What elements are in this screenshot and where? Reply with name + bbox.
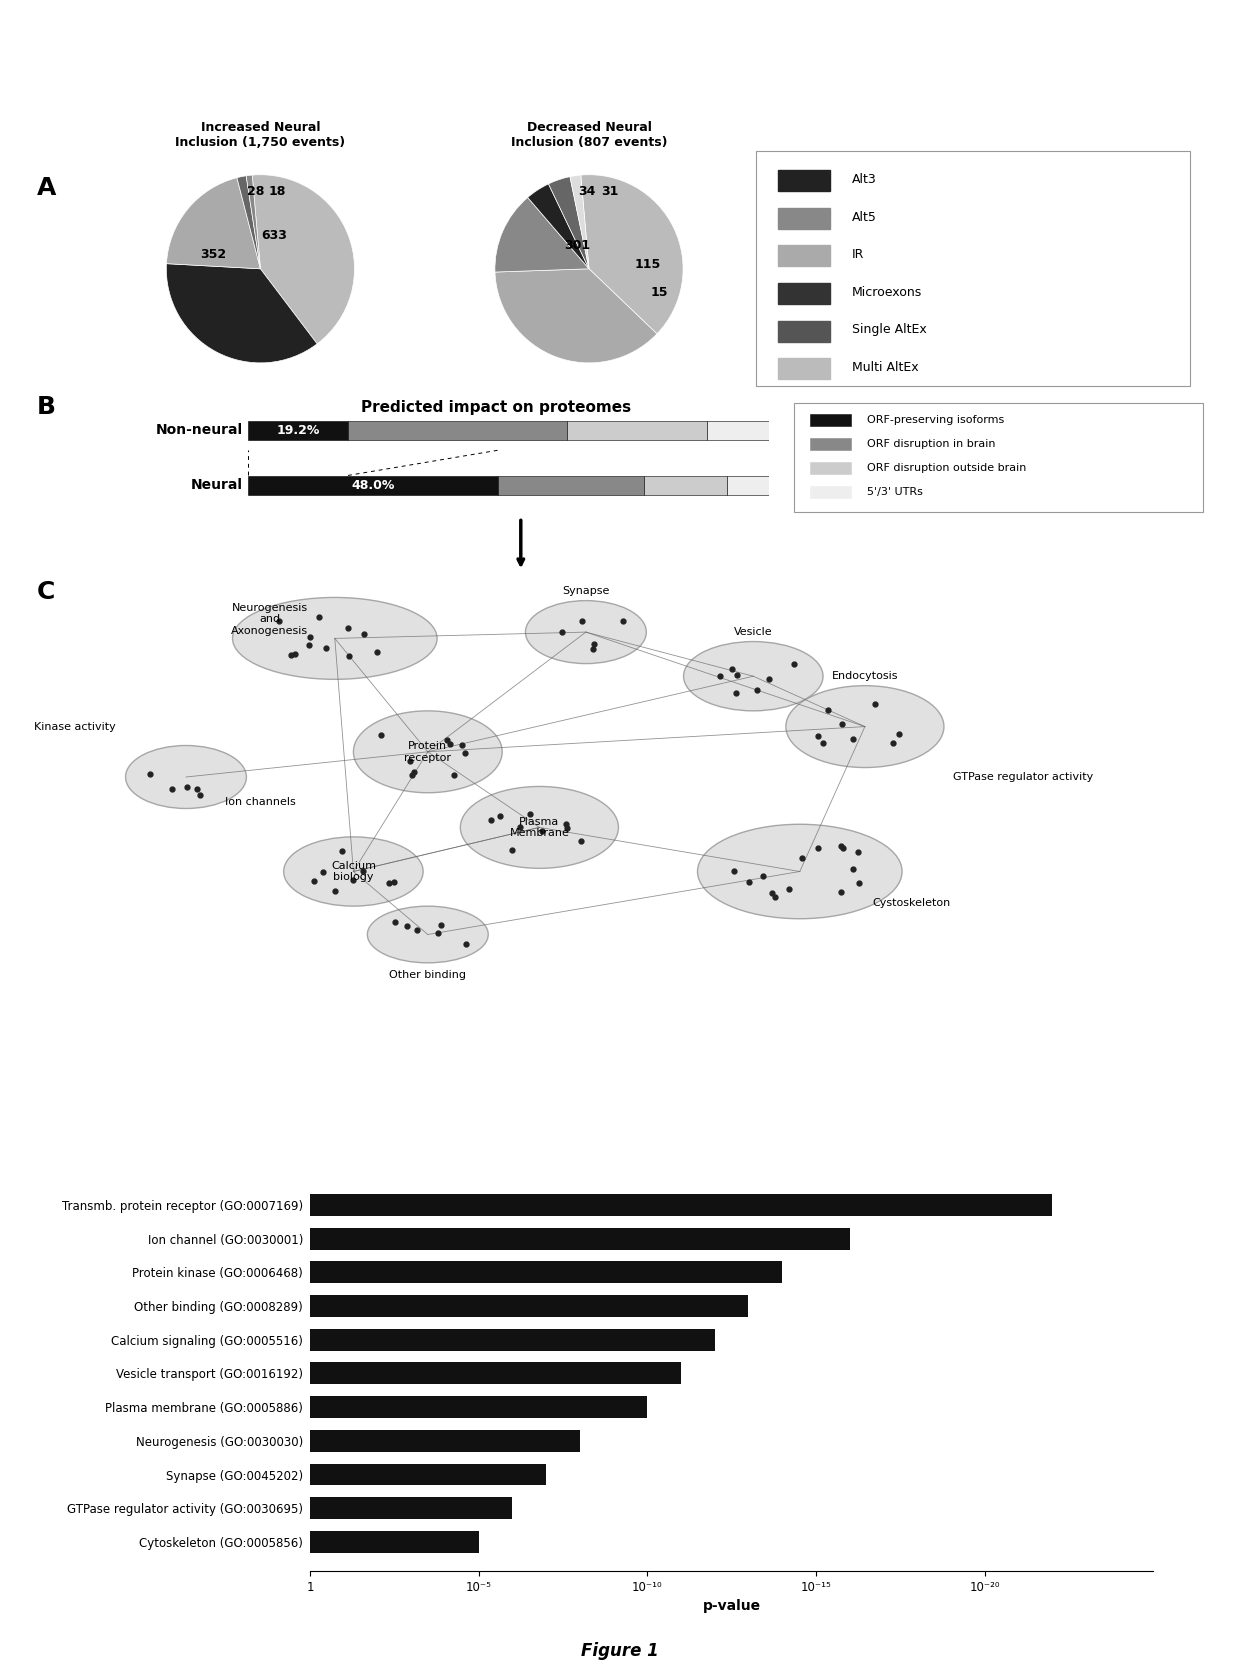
Bar — [810, 415, 851, 427]
Text: Predicted impact on proteomes: Predicted impact on proteomes — [361, 400, 631, 415]
Ellipse shape — [683, 642, 823, 711]
Text: GTPase regulator activity: GTPase regulator activity — [952, 773, 1094, 781]
Wedge shape — [570, 175, 589, 269]
Text: Calcium
biology: Calcium biology — [331, 860, 376, 882]
Bar — [310, 1430, 580, 1452]
Ellipse shape — [526, 600, 646, 664]
Text: Vesicle: Vesicle — [734, 627, 773, 637]
Title: Increased Neural
Inclusion (1,750 events): Increased Neural Inclusion (1,750 events… — [175, 121, 346, 148]
Bar — [779, 321, 831, 341]
Text: Non-neural: Non-neural — [156, 423, 243, 437]
Text: Neural: Neural — [191, 479, 243, 492]
Text: A: A — [37, 176, 57, 200]
Ellipse shape — [125, 746, 247, 808]
Text: B: B — [37, 395, 56, 418]
Text: 633: 633 — [262, 230, 288, 242]
Bar — [248, 475, 498, 494]
Text: 19.2%: 19.2% — [277, 423, 320, 437]
Bar — [310, 1194, 1052, 1216]
Bar — [498, 475, 644, 494]
Bar — [310, 1497, 512, 1519]
Text: Ion channels: Ion channels — [224, 798, 296, 806]
Text: Protein
receptor: Protein receptor — [404, 741, 451, 763]
Wedge shape — [247, 175, 260, 269]
Bar — [310, 1329, 714, 1351]
Text: IR: IR — [852, 249, 864, 260]
Bar — [310, 1295, 749, 1317]
Text: ORF-preserving isoforms: ORF-preserving isoforms — [867, 415, 1004, 425]
Wedge shape — [548, 176, 589, 269]
Text: ORF disruption outside brain: ORF disruption outside brain — [867, 462, 1027, 472]
Bar — [567, 422, 707, 440]
Text: Endocytosis: Endocytosis — [832, 672, 898, 680]
Ellipse shape — [367, 906, 489, 963]
Ellipse shape — [460, 786, 619, 869]
Bar — [310, 1228, 849, 1250]
Text: ORF disruption in brain: ORF disruption in brain — [867, 438, 996, 449]
Bar — [707, 422, 769, 440]
Wedge shape — [252, 175, 355, 344]
Wedge shape — [237, 176, 260, 269]
Bar — [310, 1530, 479, 1552]
Text: 301: 301 — [564, 239, 590, 252]
Wedge shape — [166, 264, 317, 363]
Ellipse shape — [232, 598, 436, 679]
Text: Plasma
Membrane: Plasma Membrane — [510, 816, 569, 838]
Text: Figure 1: Figure 1 — [582, 1641, 658, 1660]
Bar — [779, 208, 831, 228]
Ellipse shape — [284, 837, 423, 906]
Ellipse shape — [353, 711, 502, 793]
Bar — [810, 462, 851, 474]
Bar — [644, 475, 727, 494]
Text: 15: 15 — [651, 286, 668, 299]
Ellipse shape — [786, 685, 944, 768]
Bar — [779, 245, 831, 267]
Bar — [348, 422, 567, 440]
Wedge shape — [495, 198, 589, 272]
Bar — [310, 1362, 681, 1384]
Text: Multi AltEx: Multi AltEx — [852, 361, 919, 375]
Text: 34: 34 — [578, 185, 595, 198]
Ellipse shape — [697, 825, 901, 919]
Text: 28: 28 — [247, 185, 264, 198]
Text: C: C — [37, 580, 56, 603]
Text: Neurogenesis
and
Axonogenesis: Neurogenesis and Axonogenesis — [231, 603, 309, 637]
Text: Microexons: Microexons — [852, 286, 923, 299]
Text: Alt3: Alt3 — [852, 173, 877, 186]
Bar — [727, 475, 769, 494]
Wedge shape — [495, 269, 657, 363]
Bar — [810, 486, 851, 499]
Text: 115: 115 — [634, 257, 661, 270]
Text: Synapse: Synapse — [562, 586, 610, 596]
Text: 48.0%: 48.0% — [351, 479, 394, 492]
Bar — [779, 358, 831, 380]
Bar — [310, 1262, 782, 1284]
Wedge shape — [580, 175, 683, 334]
Text: Other binding: Other binding — [389, 971, 466, 981]
Text: Alt5: Alt5 — [852, 210, 877, 223]
Bar — [779, 170, 831, 192]
Text: Single AltEx: Single AltEx — [852, 324, 926, 336]
Wedge shape — [528, 183, 589, 269]
Text: 31: 31 — [601, 185, 619, 198]
Title: Decreased Neural
Inclusion (807 events): Decreased Neural Inclusion (807 events) — [511, 121, 667, 148]
Bar — [248, 422, 348, 440]
Bar — [779, 282, 831, 304]
X-axis label: p-value: p-value — [703, 1599, 760, 1613]
Bar — [310, 1463, 546, 1485]
Text: 352: 352 — [201, 249, 227, 260]
Text: 5'/3' UTRs: 5'/3' UTRs — [867, 487, 923, 497]
Text: 18: 18 — [269, 185, 286, 198]
Text: Kinase activity: Kinase activity — [33, 722, 115, 731]
Bar — [810, 438, 851, 450]
Bar — [310, 1396, 647, 1418]
Text: Cystoskeleton: Cystoskeleton — [872, 899, 951, 907]
Wedge shape — [166, 178, 260, 269]
